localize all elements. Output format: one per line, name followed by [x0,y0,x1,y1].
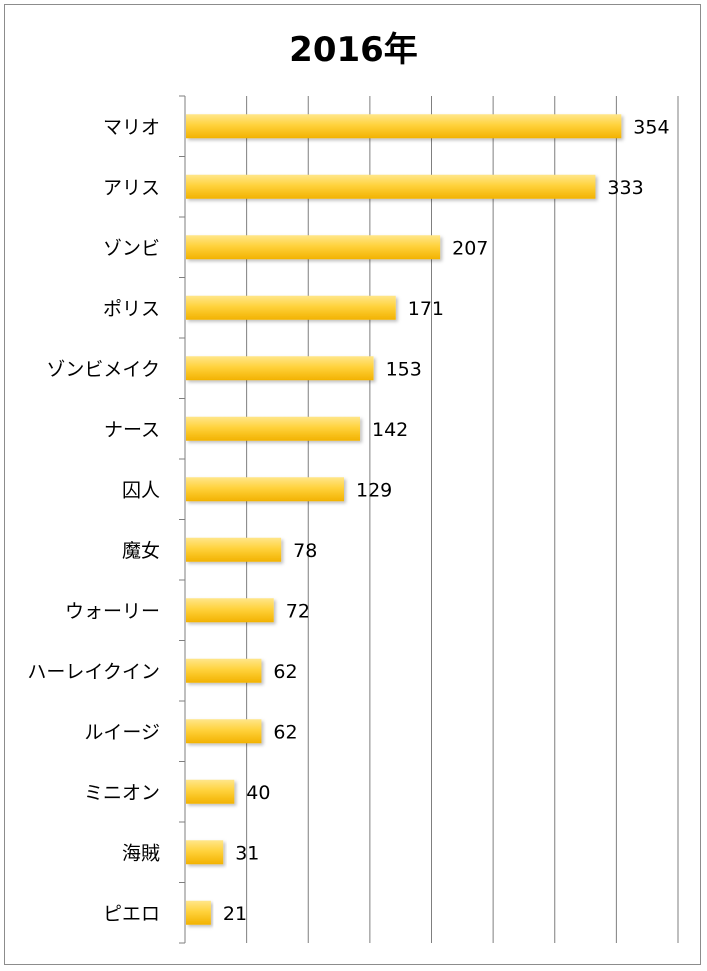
data-label: 207 [452,237,488,259]
data-label: 142 [372,419,408,441]
category-labels: マリオアリスゾンビポリスゾンビメイクナース囚人魔女ウォーリーハーレイクインルイー… [27,116,160,925]
bar-4 [186,356,374,381]
data-label: 153 [386,358,422,380]
data-label: 72 [286,600,310,622]
bar-13 [186,900,211,925]
data-label: 171 [408,298,444,320]
bar-6 [186,477,344,502]
data-label: 78 [293,540,317,562]
data-label: 62 [273,661,297,683]
data-label: 129 [356,479,392,501]
data-label: 40 [246,782,270,804]
bar-1 [186,174,596,199]
category-label: ルイージ [84,721,160,743]
category-label: ミニオン [84,782,160,804]
category-label: ハーレイクイン [27,661,160,683]
category-label: ポリス [103,298,160,320]
bar-12 [186,840,224,865]
data-label: 333 [607,177,643,199]
category-label: ゾンビ [103,237,160,259]
bar-3 [186,295,396,320]
category-axis [179,95,186,944]
category-label: ウォーリー [65,600,160,622]
chart-title: 2016年 [289,30,418,70]
bar-2 [186,235,441,260]
category-label: ゾンビメイク [46,358,160,380]
data-label: 21 [223,903,247,925]
chart-frame [4,4,701,965]
category-label: 囚人 [122,479,160,501]
bar-5 [186,416,361,441]
bar-7 [186,537,282,562]
bar-11 [186,779,235,804]
bar-8 [186,598,274,623]
category-label: 魔女 [122,540,160,562]
bar-9 [186,658,262,683]
bar-0 [186,114,622,139]
data-label: 31 [235,842,259,864]
gridlines [246,96,679,943]
category-label: アリス [103,177,160,199]
data-label: 62 [273,721,297,743]
bar-10 [186,719,262,744]
category-label: 海賊 [122,842,160,864]
category-label: ピエロ [103,903,160,925]
category-label: マリオ [103,116,160,138]
value-labels: 354 333 207 171 153 142 129 78 72 62 62 40 31 21 [223,116,670,925]
category-label: ナース [104,419,160,441]
data-label: 354 [633,116,669,138]
bars [186,114,622,925]
